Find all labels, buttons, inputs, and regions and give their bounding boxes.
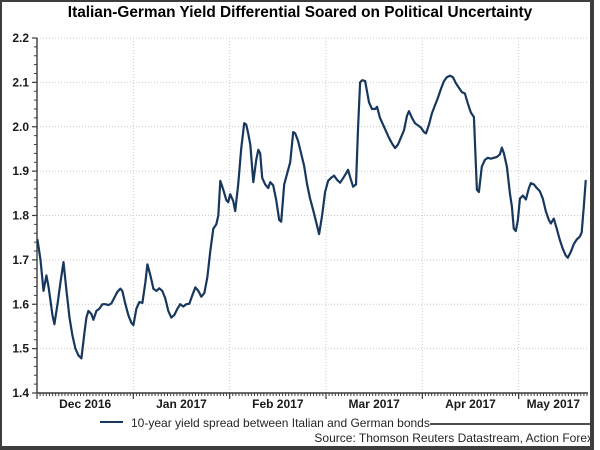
chart-title: Italian-German Yield Differential Soared… xyxy=(67,4,533,21)
y-axis-tick-label: 1.9 xyxy=(12,164,29,178)
y-axis-tick-label: 2.1 xyxy=(12,75,29,89)
y-axis-tick-label: 1.4 xyxy=(12,386,29,400)
x-axis-month-label: Dec 2016 xyxy=(59,397,111,411)
separator-line xyxy=(430,423,590,425)
source-text: Source: Thomson Reuters Datastream, Acti… xyxy=(314,431,593,445)
x-axis-month-label: May 2017 xyxy=(527,397,581,411)
x-axis-month-label: Apr 2017 xyxy=(445,397,496,411)
y-axis-tick-label: 1.7 xyxy=(12,253,29,267)
legend-line-marker xyxy=(100,421,123,423)
x-axis-month-label: Feb 2017 xyxy=(252,397,304,411)
legend-label: 10-year yield spread between Italian and… xyxy=(131,416,430,430)
spread-line xyxy=(36,74,587,360)
y-axis-tick-label: 1.8 xyxy=(12,209,29,223)
y-axis-tick-label: 2.2 xyxy=(12,31,29,45)
y-axis-tick-label: 1.5 xyxy=(12,342,29,356)
x-axis-month-label: Jan 2017 xyxy=(156,397,207,411)
y-axis-tick-label: 2.0 xyxy=(12,120,29,134)
x-axis-month-label: Mar 2017 xyxy=(348,397,400,411)
y-axis-tick-label: 1.6 xyxy=(12,297,29,311)
